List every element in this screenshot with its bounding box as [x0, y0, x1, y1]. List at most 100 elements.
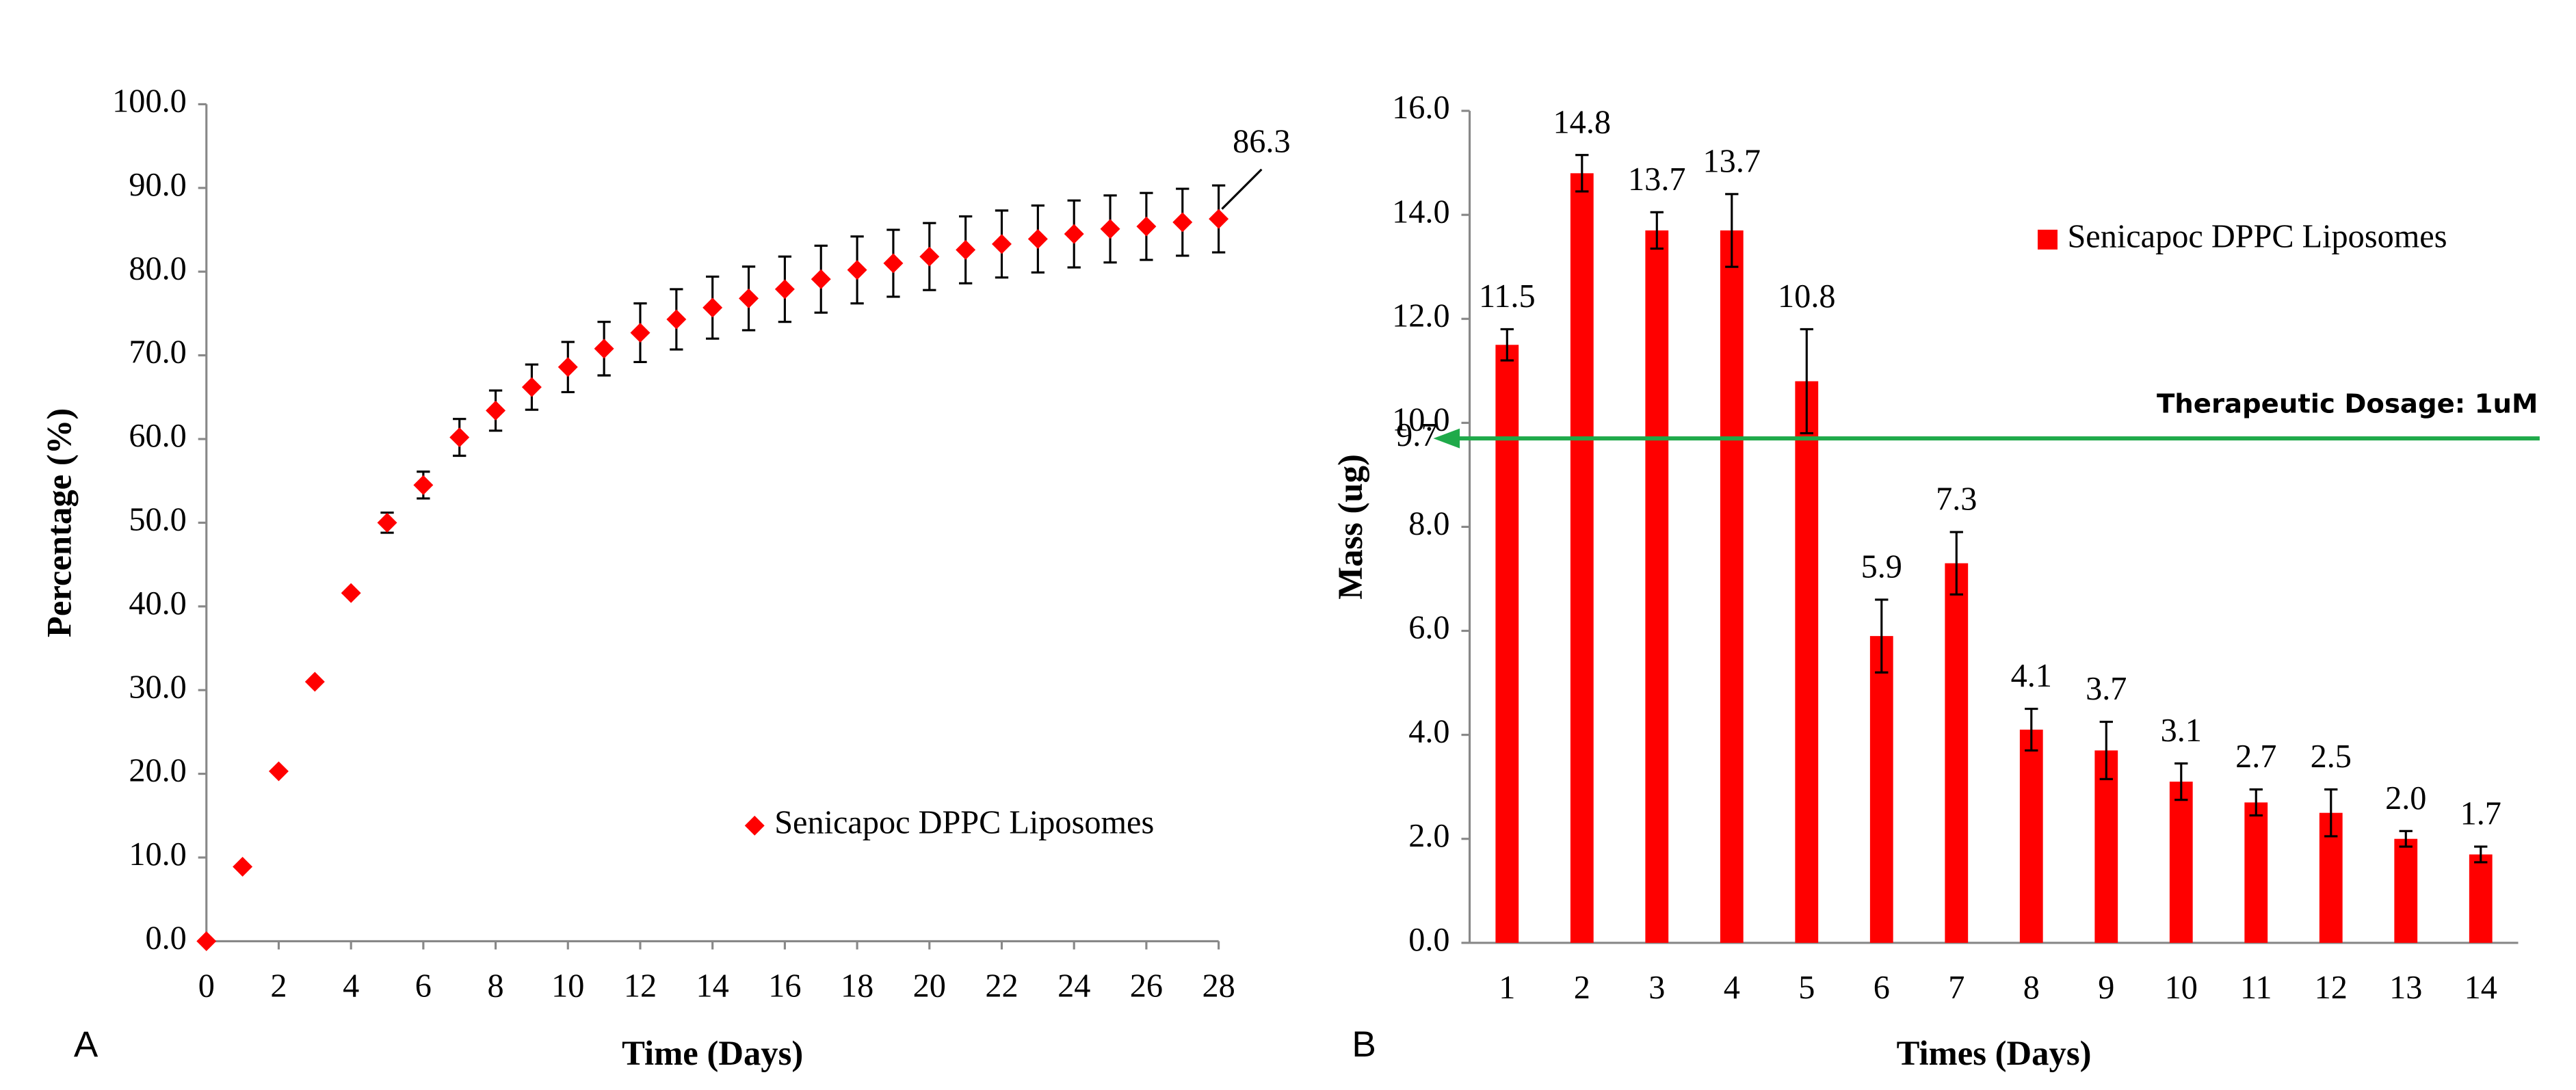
- x-tick-label: 28: [1202, 968, 1235, 1004]
- x-tick-label: 12: [2315, 970, 2348, 1006]
- x-tick-label: 16: [768, 968, 801, 1004]
- y-tick-label: 50.0: [129, 501, 186, 537]
- data-label: 4.1: [2011, 658, 2052, 694]
- point: [774, 279, 795, 300]
- y-tick-label: 100.0: [112, 83, 187, 120]
- y-axis-title: Percentage (%): [40, 408, 78, 637]
- y-tick-label: 4.0: [1408, 714, 1449, 750]
- x-tick-label: 9: [2098, 970, 2114, 1006]
- x-tick-label: 8: [2023, 970, 2040, 1006]
- data-label: 2.5: [2311, 739, 2352, 775]
- data-label: 2.0: [2385, 780, 2426, 816]
- data-label: 86.3: [1233, 124, 1290, 160]
- y-tick-label: 30.0: [129, 669, 186, 705]
- point: [268, 761, 289, 782]
- bar: [1495, 345, 1519, 943]
- bar: [2169, 782, 2193, 943]
- point: [630, 323, 650, 343]
- x-tick-label: 14: [2465, 970, 2497, 1006]
- x-tick-label: 26: [1130, 968, 1163, 1004]
- bar: [1945, 563, 1969, 943]
- y-tick-label: 6.0: [1408, 610, 1449, 646]
- data-label: 1.7: [2460, 796, 2501, 832]
- point: [196, 931, 217, 951]
- legend-swatch: [2038, 229, 2058, 250]
- x-tick-label: 5: [1798, 970, 1815, 1006]
- x-tick-label: 24: [1057, 968, 1090, 1004]
- y-axis-title: Mass (ug): [1331, 454, 1369, 600]
- y-tick-label: 12.0: [1392, 297, 1449, 334]
- x-tick-label: 4: [1724, 970, 1740, 1006]
- y-tick-label: 90.0: [129, 167, 186, 203]
- x-tick-label: 3: [1648, 970, 1665, 1006]
- data-label: 2.7: [2235, 739, 2276, 775]
- bar: [1795, 381, 1819, 943]
- point: [486, 400, 506, 421]
- point: [304, 672, 325, 692]
- point: [413, 475, 434, 495]
- point: [956, 239, 976, 260]
- point: [992, 234, 1012, 254]
- x-tick-label: 18: [841, 968, 873, 1004]
- point: [1100, 219, 1120, 239]
- bar: [2394, 838, 2418, 943]
- x-tick-label: 20: [913, 968, 946, 1004]
- x-axis-title: Times (Days): [1897, 1034, 2092, 1072]
- point: [557, 357, 578, 377]
- y-tick-label: 60.0: [129, 418, 186, 454]
- bar: [2244, 802, 2268, 943]
- point: [811, 269, 831, 289]
- point: [1136, 216, 1157, 237]
- x-tick-label: 2: [1574, 970, 1590, 1006]
- y-tick-label: 80.0: [129, 250, 186, 287]
- legend-label: Senicapoc DPPC Liposomes: [774, 804, 1154, 840]
- bar: [1720, 230, 1744, 943]
- x-tick-label: 12: [624, 968, 657, 1004]
- y-tick-label: 70.0: [129, 334, 186, 371]
- data-label: 5.9: [1861, 549, 1902, 585]
- x-tick-label: 4: [343, 968, 359, 1004]
- bar: [2094, 750, 2118, 943]
- x-tick-label: 10: [2165, 970, 2198, 1006]
- point: [919, 246, 940, 267]
- point: [1064, 224, 1084, 244]
- panel-label: B: [1352, 1024, 1376, 1065]
- point: [233, 856, 253, 877]
- bar: [2469, 854, 2493, 943]
- x-tick-label: 13: [2389, 970, 2422, 1006]
- x-tick-label: 6: [415, 968, 432, 1004]
- point: [594, 338, 614, 359]
- x-tick-label: 1: [1499, 970, 1515, 1006]
- point: [449, 427, 470, 448]
- label-leader: [1221, 168, 1263, 210]
- y-tick-label: 8.0: [1408, 506, 1449, 542]
- data-label: 7.3: [1936, 481, 1977, 518]
- point: [847, 260, 867, 280]
- panel-label: A: [74, 1024, 98, 1065]
- y-tick-label: 16.0: [1392, 90, 1449, 126]
- x-tick-label: 11: [2240, 970, 2272, 1006]
- y-tick-label: 14.0: [1392, 194, 1449, 230]
- x-tick-label: 8: [488, 968, 504, 1004]
- bar: [1869, 636, 1893, 943]
- data-label: 3.1: [2161, 713, 2202, 749]
- point: [1027, 229, 1048, 249]
- y-tick-label: 10.0: [129, 836, 186, 873]
- point: [377, 512, 397, 533]
- point: [1209, 209, 1229, 229]
- x-tick-label: 2: [270, 968, 287, 1004]
- y-tick-label: 2.0: [1408, 818, 1449, 854]
- point: [739, 288, 759, 308]
- point: [666, 309, 687, 330]
- point: [521, 377, 542, 397]
- data-label: 14.8: [1553, 104, 1611, 140]
- threshold-label: 9.7: [1396, 417, 1437, 453]
- point: [883, 253, 904, 274]
- point: [1172, 212, 1193, 232]
- legend-label: Senicapoc DPPC Liposomes: [2067, 218, 2447, 254]
- x-tick-label: 6: [1874, 970, 1890, 1006]
- x-tick-label: 0: [198, 968, 215, 1004]
- x-tick-label: 10: [551, 968, 584, 1004]
